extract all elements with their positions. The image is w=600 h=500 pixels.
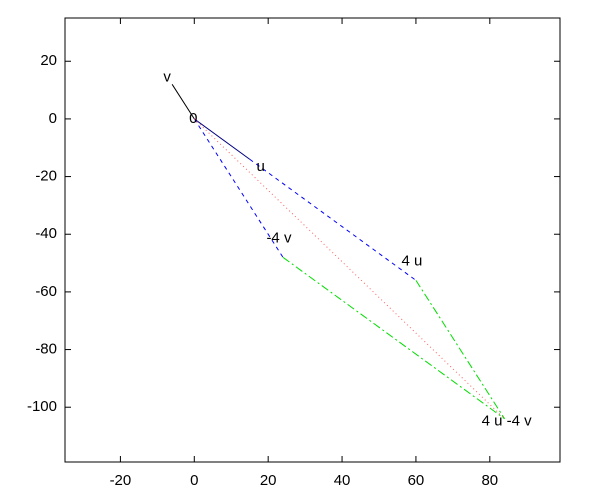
x-tick-label: 60 (408, 472, 425, 489)
point-label: 4 u -4 v (482, 413, 533, 430)
vector-line (415, 280, 506, 420)
y-tick-label: -60 (35, 283, 57, 300)
y-tick-label: -100 (27, 398, 57, 415)
point-label: 4 u (402, 252, 423, 269)
y-tick-label: -40 (35, 225, 57, 242)
y-tick-label: -20 (35, 168, 57, 185)
x-tick-label: 40 (334, 472, 351, 489)
point-label: 0 (189, 110, 197, 127)
point-label: v (163, 68, 171, 85)
y-tick-label: 0 (49, 110, 57, 127)
point-label: -4 v (266, 229, 292, 246)
vector-line (193, 118, 250, 160)
point-label: u (257, 158, 265, 175)
x-tick-label: 0 (190, 472, 198, 489)
x-tick-label: -20 (110, 472, 132, 489)
y-tick-label: -80 (35, 341, 57, 358)
plot-frame (64, 17, 561, 463)
vector-line (249, 158, 417, 281)
x-tick-label: 20 (260, 472, 277, 489)
vector-line (193, 118, 284, 258)
vector-line (171, 84, 195, 120)
y-tick-label: 20 (40, 52, 57, 69)
vector-line (282, 256, 505, 420)
x-tick-label: 80 (481, 472, 498, 489)
vector-line (193, 118, 505, 420)
